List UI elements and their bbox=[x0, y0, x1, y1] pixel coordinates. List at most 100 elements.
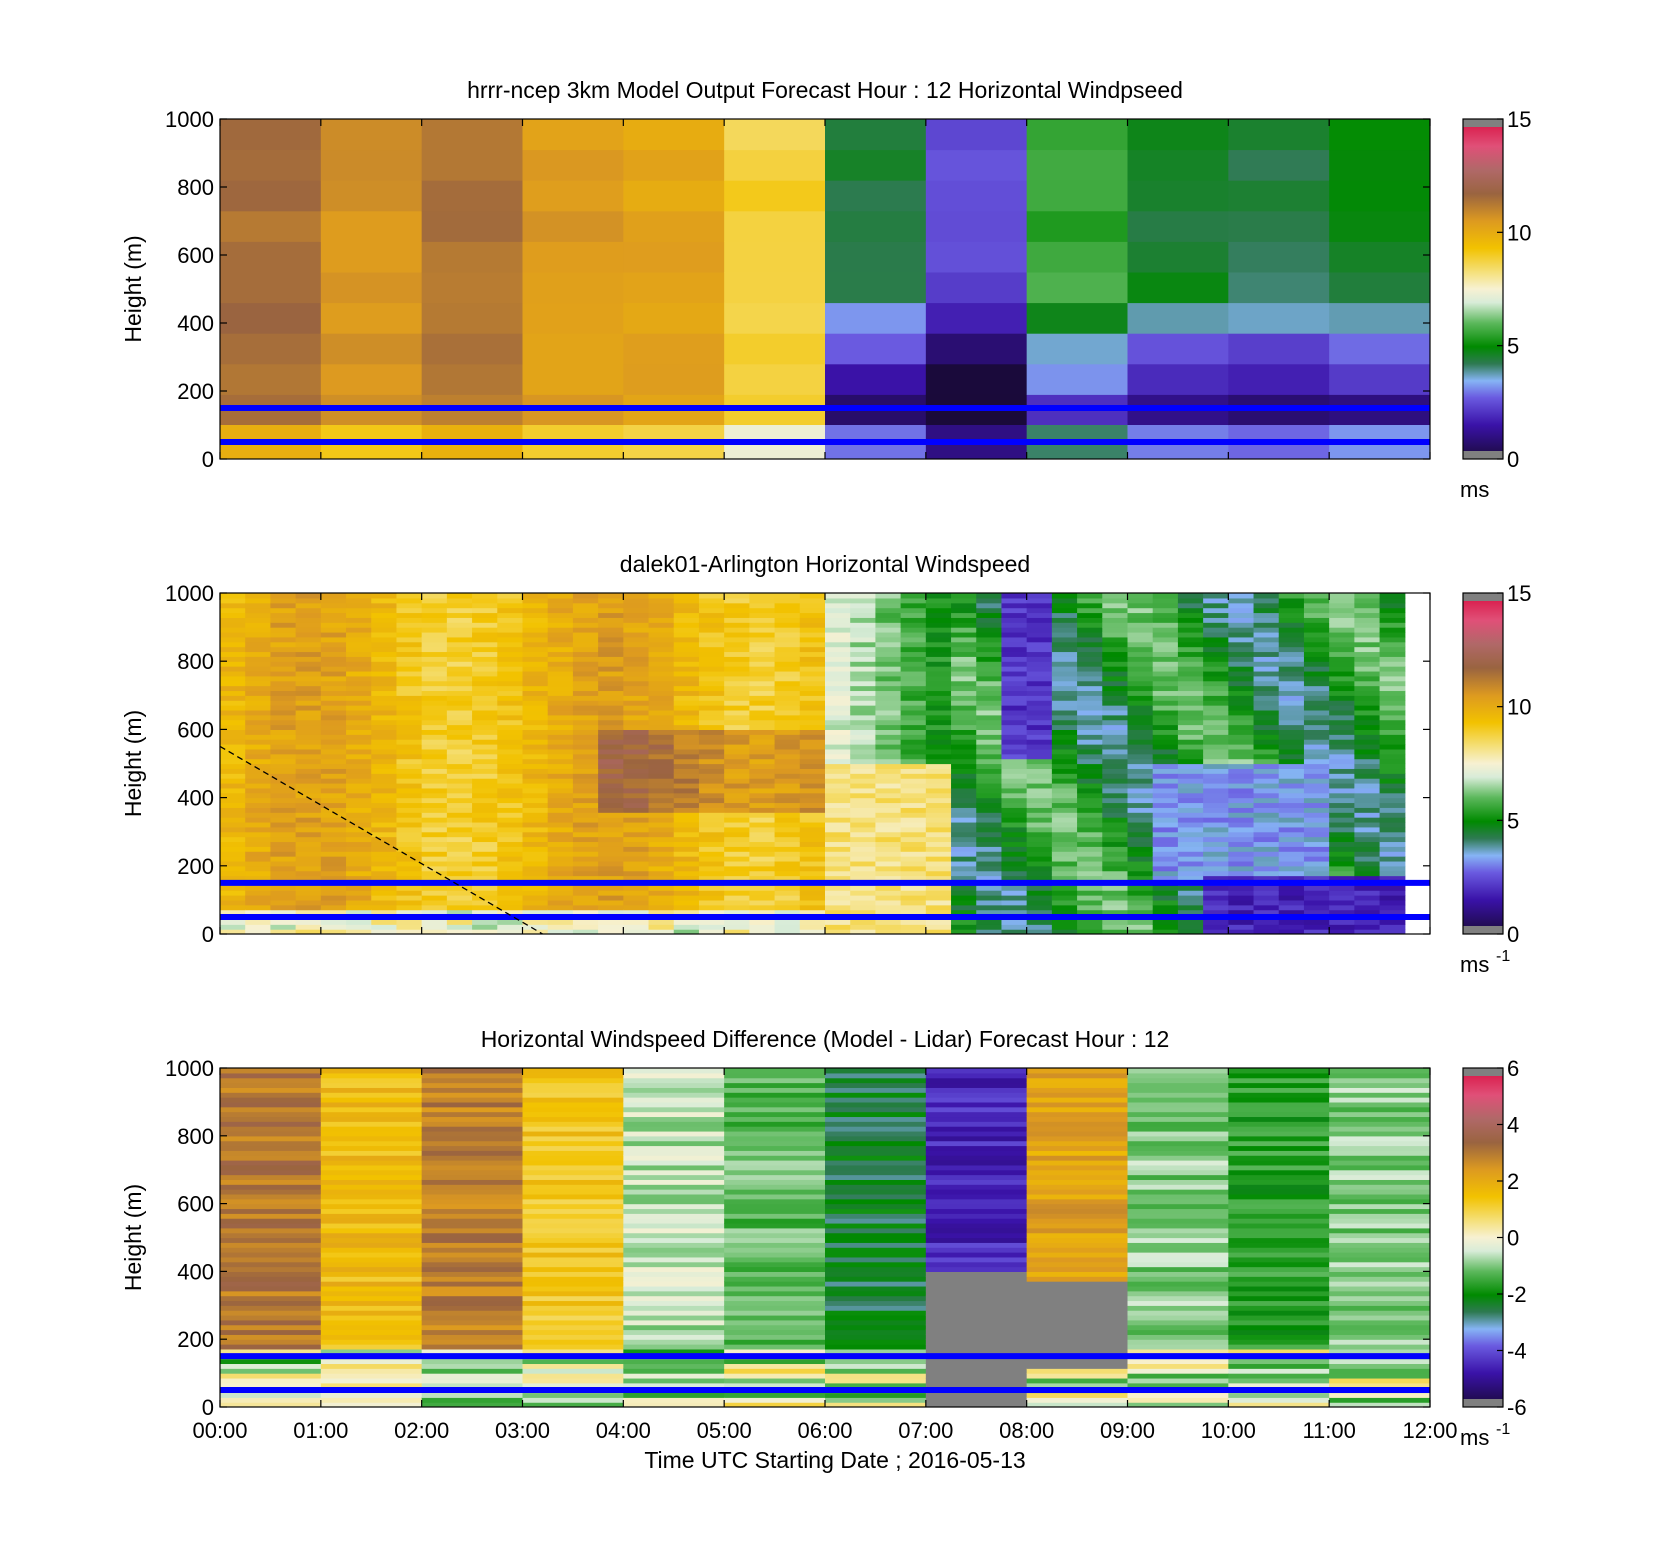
heatmap-cell bbox=[1026, 1237, 1129, 1243]
heatmap-cell bbox=[1051, 631, 1078, 638]
heatmap-cell bbox=[1127, 700, 1154, 706]
heatmap-cell bbox=[421, 744, 448, 750]
heatmap-cell bbox=[1203, 651, 1229, 657]
heatmap-cell bbox=[1203, 782, 1229, 789]
heatmap-cell bbox=[346, 895, 372, 901]
heatmap-cell bbox=[1278, 812, 1305, 818]
heatmap-cell bbox=[1026, 1140, 1129, 1147]
heatmap-cell bbox=[522, 748, 549, 755]
heatmap-cell bbox=[900, 627, 927, 633]
heatmap-cell bbox=[547, 714, 574, 721]
heatmap-cell bbox=[245, 792, 272, 799]
heatmap-cell bbox=[1051, 870, 1078, 877]
heatmap-cell bbox=[799, 753, 826, 760]
heatmap-cell bbox=[1278, 627, 1305, 633]
heatmap-cell bbox=[245, 836, 272, 843]
heatmap-cell bbox=[1228, 636, 1255, 643]
heatmap-cell bbox=[1026, 1227, 1129, 1234]
heatmap-cell bbox=[1177, 719, 1204, 726]
heatmap-cell bbox=[825, 802, 851, 808]
heatmap-cell bbox=[472, 612, 498, 618]
heatmap-cell bbox=[421, 1305, 524, 1311]
heatmap-cell bbox=[346, 656, 372, 662]
heatmap-cell bbox=[320, 768, 347, 774]
heatmap-cell bbox=[346, 885, 372, 891]
heatmap-cell bbox=[245, 841, 272, 847]
heatmap-cell bbox=[875, 675, 902, 682]
heatmap-cell bbox=[1177, 709, 1204, 716]
heatmap-cell bbox=[598, 724, 624, 730]
heatmap-cell bbox=[1253, 729, 1280, 735]
heatmap-cell bbox=[396, 631, 423, 638]
heatmap-cell bbox=[446, 714, 473, 721]
heatmap-cell bbox=[825, 714, 851, 721]
heatmap-cell bbox=[900, 593, 927, 599]
heatmap-cell bbox=[673, 656, 700, 662]
heatmap-cell bbox=[1026, 1155, 1129, 1161]
heatmap-cell bbox=[648, 924, 675, 930]
heatmap-cell bbox=[1077, 627, 1103, 633]
heatmap-cell bbox=[270, 700, 297, 706]
heatmap-cell bbox=[421, 661, 448, 667]
heatmap-cell bbox=[598, 680, 624, 687]
heatmap-cell bbox=[1253, 607, 1280, 614]
heatmap-cell bbox=[472, 792, 498, 799]
heatmap-cell bbox=[673, 895, 700, 901]
heatmap-cell bbox=[320, 1097, 423, 1103]
heatmap-cell bbox=[1077, 700, 1103, 706]
heatmap-cell bbox=[522, 929, 549, 934]
heatmap-cell bbox=[320, 1155, 423, 1161]
heatmap-cell bbox=[1354, 919, 1381, 925]
heatmap-cell bbox=[572, 685, 599, 692]
heatmap-cell bbox=[522, 773, 549, 779]
heatmap-cell bbox=[774, 924, 801, 930]
heatmap-cell bbox=[371, 646, 398, 653]
heatmap-cell bbox=[598, 821, 624, 828]
heatmap-cell bbox=[850, 773, 877, 779]
heatmap-cell bbox=[421, 1068, 524, 1074]
heatmap-cell bbox=[1001, 846, 1028, 852]
heatmap-cell bbox=[1379, 631, 1406, 638]
heatmap-cell bbox=[925, 617, 952, 623]
heatmap-cell bbox=[1152, 797, 1179, 804]
heatmap-cell bbox=[799, 593, 826, 599]
heatmap-cell bbox=[673, 631, 700, 638]
heatmap-cell bbox=[446, 870, 473, 877]
heatmap-cell bbox=[1303, 841, 1330, 847]
heatmap-cell bbox=[220, 1116, 322, 1122]
heatmap-cell bbox=[1228, 841, 1255, 847]
heatmap-cell bbox=[598, 719, 624, 726]
heatmap-cell bbox=[220, 812, 246, 818]
heatmap-cell bbox=[1127, 1092, 1229, 1098]
heatmap-cell bbox=[623, 773, 650, 779]
heatmap-cell bbox=[1278, 778, 1305, 784]
heatmap-cell bbox=[900, 612, 927, 618]
heatmap-cell bbox=[446, 685, 473, 692]
heatmap-cell bbox=[421, 856, 448, 862]
heatmap-cell bbox=[1026, 773, 1053, 779]
heatmap-cell bbox=[1001, 851, 1028, 857]
heatmap-cell bbox=[220, 1261, 322, 1268]
heatmap-cell bbox=[1102, 929, 1129, 934]
heatmap-cell bbox=[320, 1271, 423, 1277]
heatmap-cell bbox=[900, 636, 927, 643]
heatmap-cell bbox=[396, 817, 423, 823]
heatmap-cell bbox=[522, 1348, 624, 1355]
heatmap-cell bbox=[522, 1402, 624, 1407]
heatmap-cell bbox=[346, 924, 372, 930]
heatmap-cell bbox=[1177, 602, 1204, 609]
heatmap-cell bbox=[1354, 860, 1381, 867]
heatmap-cell bbox=[850, 792, 877, 799]
heatmap-cell bbox=[850, 929, 877, 934]
heatmap-cell bbox=[522, 1077, 624, 1084]
heatmap-cell bbox=[572, 909, 599, 916]
heatmap-cell bbox=[295, 602, 322, 609]
heatmap-cell bbox=[925, 763, 952, 769]
heatmap-cell bbox=[648, 666, 675, 672]
heatmap-cell bbox=[295, 802, 322, 808]
heatmap-cell bbox=[1177, 797, 1204, 804]
heatmap-cell bbox=[623, 1261, 725, 1268]
heatmap-cell bbox=[245, 612, 272, 618]
heatmap-cell bbox=[446, 729, 473, 735]
heatmap-cell bbox=[724, 1126, 826, 1132]
